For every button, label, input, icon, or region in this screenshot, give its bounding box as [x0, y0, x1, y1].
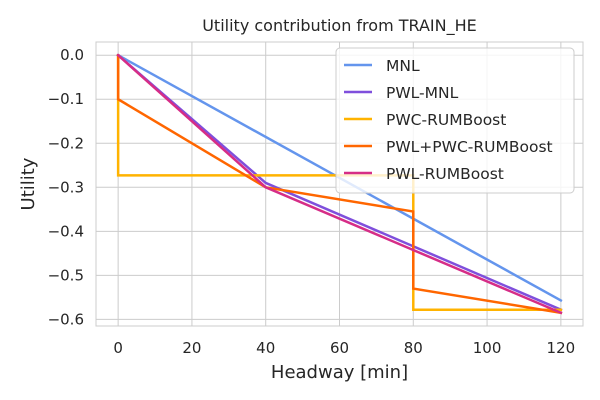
legend: MNL PWL-MNL PWC-RUMBoost PWL+PWC-RUMBoost PW…: [335, 47, 575, 194]
x-tick-label: 120: [547, 339, 576, 357]
legend-box: [335, 47, 575, 194]
x-tick-label: 80: [404, 339, 423, 357]
y-tick-label: −0.4: [48, 222, 84, 240]
y-tick-label: −0.6: [48, 310, 84, 328]
y-axis-title: Utility: [18, 157, 39, 210]
legend-label-mnl: MNL: [386, 57, 420, 75]
x-axis-title: Headway [min]: [271, 362, 408, 383]
legend-label-pwc-rumboost: PWC-RUMBoost: [386, 111, 506, 129]
legend-label-pwl-rumboost: PWL-RUMBoost: [386, 165, 504, 183]
x-tick-label: 60: [330, 339, 349, 357]
plot-area-frame: [95, 41, 584, 327]
y-tick-label: −0.3: [48, 178, 84, 196]
legend-label-pwl-mnl: PWL-MNL: [386, 84, 459, 102]
y-tick-label: −0.2: [48, 134, 84, 152]
series-line-pwl-rumboost: [116, 53, 563, 315]
chart-title: Utility contribution from TRAIN_HE: [202, 16, 477, 36]
x-tick-label: 20: [182, 339, 201, 357]
series-line-pwl-pwc-rumboost: [116, 53, 563, 315]
y-tick-label: 0.0: [60, 46, 84, 64]
x-tick-label: 40: [256, 339, 275, 357]
x-tick-label: 100: [473, 339, 502, 357]
legend-label-pwl-pwc-rumboost: PWL+PWC-RUMBoost: [386, 138, 553, 156]
tick-labels: 0 20 40 60 80 100 120 0.0 −0.1 −0.2 −0.3 −0.4 −0.5 −0…: [48, 46, 576, 357]
y-tick-label: −0.1: [48, 90, 84, 108]
y-tick-label: −0.5: [48, 266, 84, 284]
x-tick-label: 0: [113, 339, 123, 357]
